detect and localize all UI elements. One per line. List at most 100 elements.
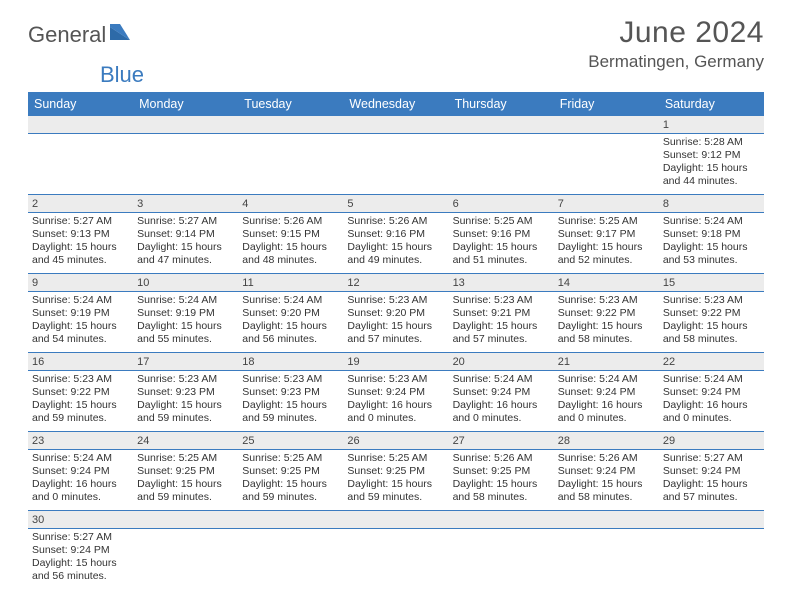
day-number: 30 bbox=[32, 514, 44, 526]
daynum-cell bbox=[554, 116, 659, 134]
sunrise-text: Sunrise: 5:26 AM bbox=[347, 215, 444, 228]
daylight-text: Daylight: 15 hours and 52 minutes. bbox=[558, 241, 655, 267]
day-number: 23 bbox=[32, 435, 44, 447]
day-details: Sunrise: 5:23 AMSunset: 9:22 PMDaylight:… bbox=[32, 373, 129, 425]
day-cell: Sunrise: 5:24 AMSunset: 9:24 PMDaylight:… bbox=[659, 371, 764, 432]
sunrise-text: Sunrise: 5:27 AM bbox=[32, 531, 129, 544]
daynum-cell: 7 bbox=[554, 195, 659, 213]
sunset-text: Sunset: 9:25 PM bbox=[347, 465, 444, 478]
daynum-cell: 21 bbox=[554, 353, 659, 371]
day-details: Sunrise: 5:23 AMSunset: 9:22 PMDaylight:… bbox=[663, 294, 760, 346]
sunrise-text: Sunrise: 5:24 AM bbox=[32, 294, 129, 307]
daynum-cell bbox=[238, 511, 343, 529]
sunset-text: Sunset: 9:24 PM bbox=[663, 386, 760, 399]
day-cell: Sunrise: 5:25 AMSunset: 9:25 PMDaylight:… bbox=[343, 450, 448, 511]
day-cell: Sunrise: 5:24 AMSunset: 9:18 PMDaylight:… bbox=[659, 213, 764, 274]
sunset-text: Sunset: 9:16 PM bbox=[453, 228, 550, 241]
sunrise-text: Sunrise: 5:28 AM bbox=[663, 136, 760, 149]
sunrise-text: Sunrise: 5:24 AM bbox=[242, 294, 339, 307]
weekday-header: Friday bbox=[554, 92, 659, 116]
week-row: Sunrise: 5:23 AMSunset: 9:22 PMDaylight:… bbox=[28, 371, 764, 432]
day-details: Sunrise: 5:23 AMSunset: 9:20 PMDaylight:… bbox=[347, 294, 444, 346]
week-row: Sunrise: 5:27 AMSunset: 9:13 PMDaylight:… bbox=[28, 213, 764, 274]
weekday-header-row: Sunday Monday Tuesday Wednesday Thursday… bbox=[28, 92, 764, 116]
title-block: June 2024 Bermatingen, Germany bbox=[588, 16, 764, 72]
sunset-text: Sunset: 9:18 PM bbox=[663, 228, 760, 241]
daynum-cell: 3 bbox=[133, 195, 238, 213]
daynum-cell: 27 bbox=[449, 432, 554, 450]
daylight-text: Daylight: 15 hours and 59 minutes. bbox=[137, 399, 234, 425]
day-details: Sunrise: 5:24 AMSunset: 9:20 PMDaylight:… bbox=[242, 294, 339, 346]
day-details: Sunrise: 5:23 AMSunset: 9:22 PMDaylight:… bbox=[558, 294, 655, 346]
sunrise-text: Sunrise: 5:25 AM bbox=[558, 215, 655, 228]
daynum-cell bbox=[133, 511, 238, 529]
daynum-cell: 1 bbox=[659, 116, 764, 134]
daynum-row: 2345678 bbox=[28, 195, 764, 213]
sunrise-text: Sunrise: 5:25 AM bbox=[137, 452, 234, 465]
sunset-text: Sunset: 9:24 PM bbox=[558, 386, 655, 399]
day-details: Sunrise: 5:27 AMSunset: 9:13 PMDaylight:… bbox=[32, 215, 129, 267]
day-cell: Sunrise: 5:23 AMSunset: 9:24 PMDaylight:… bbox=[343, 371, 448, 432]
daynum-cell bbox=[449, 116, 554, 134]
day-number: 27 bbox=[453, 435, 465, 447]
day-cell bbox=[238, 529, 343, 590]
day-details: Sunrise: 5:24 AMSunset: 9:18 PMDaylight:… bbox=[663, 215, 760, 267]
daynum-cell bbox=[659, 511, 764, 529]
day-details: Sunrise: 5:24 AMSunset: 9:24 PMDaylight:… bbox=[32, 452, 129, 504]
day-details: Sunrise: 5:26 AMSunset: 9:24 PMDaylight:… bbox=[558, 452, 655, 504]
day-cell: Sunrise: 5:24 AMSunset: 9:19 PMDaylight:… bbox=[28, 292, 133, 353]
day-cell: Sunrise: 5:25 AMSunset: 9:25 PMDaylight:… bbox=[238, 450, 343, 511]
sunrise-text: Sunrise: 5:25 AM bbox=[242, 452, 339, 465]
daynum-cell: 14 bbox=[554, 274, 659, 292]
day-details: Sunrise: 5:23 AMSunset: 9:23 PMDaylight:… bbox=[242, 373, 339, 425]
sunrise-text: Sunrise: 5:23 AM bbox=[137, 373, 234, 386]
day-cell: Sunrise: 5:25 AMSunset: 9:17 PMDaylight:… bbox=[554, 213, 659, 274]
weekday-header: Saturday bbox=[659, 92, 764, 116]
sunrise-text: Sunrise: 5:23 AM bbox=[453, 294, 550, 307]
daylight-text: Daylight: 15 hours and 57 minutes. bbox=[453, 320, 550, 346]
sunset-text: Sunset: 9:16 PM bbox=[347, 228, 444, 241]
sunrise-text: Sunrise: 5:27 AM bbox=[663, 452, 760, 465]
logo-flag-icon bbox=[110, 24, 134, 47]
sunset-text: Sunset: 9:24 PM bbox=[32, 465, 129, 478]
day-cell: Sunrise: 5:23 AMSunset: 9:22 PMDaylight:… bbox=[554, 292, 659, 353]
day-cell: Sunrise: 5:24 AMSunset: 9:20 PMDaylight:… bbox=[238, 292, 343, 353]
sunset-text: Sunset: 9:22 PM bbox=[558, 307, 655, 320]
daylight-text: Daylight: 15 hours and 57 minutes. bbox=[663, 478, 760, 504]
day-cell: Sunrise: 5:27 AMSunset: 9:24 PMDaylight:… bbox=[28, 529, 133, 590]
day-cell bbox=[133, 529, 238, 590]
day-details: Sunrise: 5:25 AMSunset: 9:25 PMDaylight:… bbox=[242, 452, 339, 504]
day-details: Sunrise: 5:27 AMSunset: 9:24 PMDaylight:… bbox=[663, 452, 760, 504]
daylight-text: Daylight: 15 hours and 59 minutes. bbox=[242, 478, 339, 504]
weekday-header: Tuesday bbox=[238, 92, 343, 116]
day-cell bbox=[554, 529, 659, 590]
day-number: 14 bbox=[558, 277, 570, 289]
day-cell: Sunrise: 5:26 AMSunset: 9:24 PMDaylight:… bbox=[554, 450, 659, 511]
day-details: Sunrise: 5:24 AMSunset: 9:19 PMDaylight:… bbox=[137, 294, 234, 346]
daynum-cell: 12 bbox=[343, 274, 448, 292]
day-cell bbox=[343, 529, 448, 590]
daynum-cell: 18 bbox=[238, 353, 343, 371]
daynum-cell: 17 bbox=[133, 353, 238, 371]
day-details: Sunrise: 5:25 AMSunset: 9:25 PMDaylight:… bbox=[347, 452, 444, 504]
sunset-text: Sunset: 9:15 PM bbox=[242, 228, 339, 241]
day-number: 12 bbox=[347, 277, 359, 289]
sunset-text: Sunset: 9:19 PM bbox=[32, 307, 129, 320]
day-cell bbox=[238, 134, 343, 195]
day-cell bbox=[659, 529, 764, 590]
daynum-cell: 6 bbox=[449, 195, 554, 213]
sunrise-text: Sunrise: 5:24 AM bbox=[453, 373, 550, 386]
day-details: Sunrise: 5:25 AMSunset: 9:16 PMDaylight:… bbox=[453, 215, 550, 267]
day-cell: Sunrise: 5:24 AMSunset: 9:19 PMDaylight:… bbox=[133, 292, 238, 353]
daylight-text: Daylight: 15 hours and 56 minutes. bbox=[242, 320, 339, 346]
daynum-cell: 9 bbox=[28, 274, 133, 292]
day-cell bbox=[28, 134, 133, 195]
sunrise-text: Sunrise: 5:27 AM bbox=[32, 215, 129, 228]
weekday-header: Sunday bbox=[28, 92, 133, 116]
daylight-text: Daylight: 15 hours and 48 minutes. bbox=[242, 241, 339, 267]
sunset-text: Sunset: 9:21 PM bbox=[453, 307, 550, 320]
daylight-text: Daylight: 15 hours and 49 minutes. bbox=[347, 241, 444, 267]
daylight-text: Daylight: 15 hours and 59 minutes. bbox=[32, 399, 129, 425]
sunset-text: Sunset: 9:23 PM bbox=[137, 386, 234, 399]
day-details: Sunrise: 5:23 AMSunset: 9:24 PMDaylight:… bbox=[347, 373, 444, 425]
